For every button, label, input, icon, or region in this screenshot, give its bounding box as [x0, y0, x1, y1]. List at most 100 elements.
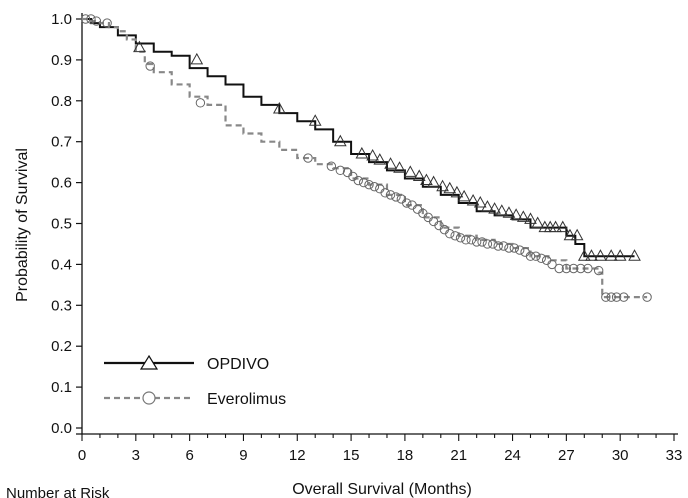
- censor-mark-opdivo: [613, 249, 627, 261]
- censor-mark-opdivo: [427, 175, 440, 188]
- x-tick-label: 30: [612, 447, 629, 464]
- y-tick-label: 0.4: [51, 256, 72, 273]
- y-tick-label: 0.3: [51, 297, 72, 314]
- censor-mark-opdivo: [563, 228, 577, 241]
- censor-mark-opdivo: [556, 220, 570, 233]
- x-tick-label: 9: [239, 447, 247, 464]
- censor-mark-everolimus: [611, 292, 622, 302]
- legend-marker-triangle-icon: [139, 354, 159, 370]
- censor-mark-everolimus: [428, 216, 439, 227]
- censor-mark-everolimus: [520, 247, 530, 257]
- series-line-opdivo: [82, 18, 635, 258]
- censor-mark-opdivo: [133, 40, 146, 53]
- censor-mark-everolimus: [583, 263, 593, 274]
- censor-mark-everolimus: [91, 16, 102, 26]
- y-tick-label: 0.9: [51, 52, 72, 69]
- censor-mark-everolimus: [434, 220, 444, 231]
- censor-mark-everolimus: [601, 292, 611, 302]
- censor-mark-opdivo: [355, 146, 369, 159]
- legend: OPDIVO Everolimus: [104, 354, 286, 408]
- censor-mark-opdivo: [450, 185, 464, 198]
- censor-mark-opdivo: [272, 101, 286, 114]
- censor-mark-everolimus: [568, 263, 579, 274]
- y-tick-label: 0.7: [51, 134, 72, 151]
- censor-mark-everolimus: [455, 233, 466, 243]
- y-tick-label: 1.0: [51, 11, 72, 28]
- x-ticks: 0 3 6 9 12 15 18 21 24 27 30 33: [78, 434, 683, 464]
- censor-mark-everolimus: [461, 235, 471, 245]
- censor-mark-everolimus: [380, 188, 390, 198]
- censor-mark-everolimus: [477, 237, 487, 247]
- y-tick-label: 0.6: [51, 175, 72, 192]
- censor-mark-everolimus: [619, 292, 629, 302]
- censor-mark-everolimus: [536, 253, 546, 263]
- x-tick-label: 21: [450, 447, 467, 464]
- censor-mark-opdivo: [333, 134, 347, 147]
- censor-mark-everolimus: [80, 14, 91, 24]
- censor-mark-everolimus: [593, 265, 604, 276]
- x-tick-label: 27: [558, 447, 575, 464]
- x-tick-label: 18: [397, 447, 414, 464]
- censor-mark-everolimus: [642, 292, 652, 302]
- censor-mark-opdivo: [366, 148, 379, 161]
- legend-label-opdivo: OPDIVO: [207, 356, 269, 373]
- censor-mark-everolimus: [488, 239, 498, 249]
- x-tick-label: 33: [666, 447, 683, 464]
- censor-mark-everolimus: [541, 255, 552, 266]
- censor-mark-everolimus: [369, 181, 380, 192]
- censor-mark-everolimus: [402, 198, 412, 208]
- censor-mark-everolimus: [450, 231, 460, 241]
- censor-mark-opdivo: [549, 220, 562, 233]
- censor-mark-opdivo: [373, 153, 387, 165]
- censor-mark-opdivo: [516, 210, 530, 222]
- y-ticks: 0.0 0.1 0.2 0.3 0.4 0.5 0.6 0.7 0.8 0.9 1.0: [51, 11, 82, 437]
- censor-mark-everolimus: [547, 259, 557, 270]
- censor-mark-everolimus: [412, 204, 423, 214]
- censor-mark-opdivo: [481, 200, 494, 212]
- censor-mark-everolimus: [391, 192, 401, 202]
- censor-mark-everolimus: [358, 177, 369, 188]
- censor-mark-opdivo: [594, 249, 607, 261]
- censor-mark-everolimus: [498, 241, 509, 251]
- axes: [76, 13, 678, 435]
- censor-mark-everolimus: [375, 184, 385, 194]
- censor-mark-opdivo: [412, 169, 426, 181]
- censor-mark-everolimus: [531, 251, 541, 261]
- censor-mark-opdivo: [466, 193, 480, 206]
- x-axis-title: Overall Survival (Months): [292, 481, 472, 498]
- censor-mark-opdivo: [585, 249, 598, 261]
- censor-mark-opdivo: [420, 173, 433, 186]
- legend-label-everolimus: Everolimus: [207, 391, 286, 408]
- censor-mark-opdivo: [570, 228, 584, 241]
- censor-mark-everolimus: [385, 190, 396, 200]
- censor-mark-everolimus: [335, 165, 346, 176]
- censor-mark-everolimus: [195, 98, 206, 108]
- number-at-risk-label: Number at Risk: [6, 485, 110, 498]
- censor-mark-everolimus: [509, 243, 520, 253]
- censor-marks: [80, 14, 652, 302]
- censor-mark-opdivo: [443, 181, 457, 194]
- censor-mark-opdivo: [509, 208, 523, 220]
- censor-mark-opdivo: [495, 204, 509, 216]
- censor-mark-opdivo: [403, 165, 417, 177]
- x-tick-label: 6: [185, 447, 193, 464]
- censor-mark-opdivo: [393, 161, 406, 173]
- censor-mark-opdivo: [384, 157, 397, 169]
- censor-mark-everolimus: [576, 263, 586, 274]
- censor-mark-opdivo: [308, 114, 322, 126]
- x-tick-label: 3: [132, 447, 140, 464]
- censor-mark-everolimus: [303, 153, 313, 163]
- censor-mark-everolimus: [145, 61, 155, 71]
- censor-mark-everolimus: [525, 251, 536, 261]
- x-tick-label: 15: [343, 447, 360, 464]
- censor-mark-everolimus: [364, 179, 374, 190]
- y-axis-title: Probability of Survival: [14, 148, 31, 302]
- x-tick-label: 12: [289, 447, 306, 464]
- y-tick-label: 0.5: [51, 216, 72, 233]
- censor-mark-opdivo: [190, 52, 204, 65]
- legend-marker-circle-icon: [142, 391, 156, 405]
- censor-mark-opdivo: [436, 179, 449, 192]
- censor-mark-everolimus: [445, 229, 455, 239]
- censor-mark-everolimus: [353, 175, 363, 186]
- y-tick-label: 0.8: [51, 93, 72, 110]
